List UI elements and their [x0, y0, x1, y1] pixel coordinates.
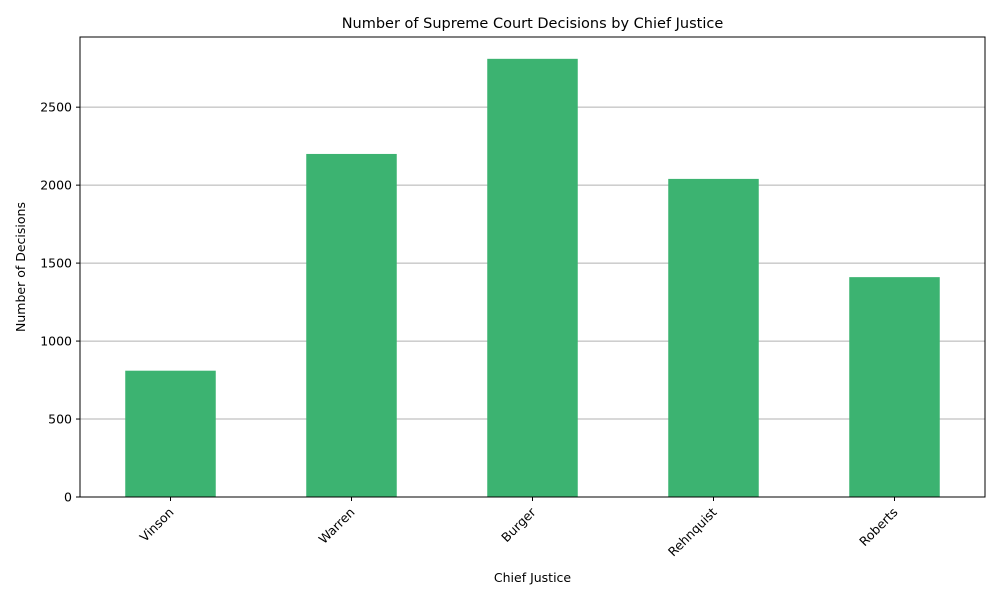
y-tick-label: 0	[64, 490, 72, 505]
x-axis-label: Chief Justice	[494, 570, 572, 585]
x-tick-label: Rehnquist	[665, 504, 720, 559]
bar-rehnquist	[668, 178, 759, 497]
y-tick-label: 500	[48, 412, 72, 427]
x-axis-ticks: Vinson Warren Burger Rehnquist Roberts	[136, 497, 901, 559]
y-axis-ticks: 0 500 1000 1500 2000 2500	[40, 100, 80, 505]
y-tick-label: 1000	[40, 334, 72, 349]
y-tick-label: 2000	[40, 178, 72, 193]
chart-title: Number of Supreme Court Decisions by Chi…	[342, 16, 724, 32]
x-tick-label: Burger	[498, 504, 539, 545]
y-tick-label: 1500	[40, 256, 72, 271]
bar-roberts	[849, 277, 940, 497]
y-axis-label: Number of Decisions	[13, 202, 28, 332]
x-tick-label: Vinson	[136, 505, 176, 545]
bar-vinson	[125, 370, 216, 497]
bars	[125, 58, 940, 498]
x-tick-label: Roberts	[856, 505, 901, 550]
bar-burger	[487, 58, 578, 498]
y-tick-label: 2500	[40, 100, 72, 115]
x-tick-label: Warren	[315, 505, 357, 547]
bar-warren	[306, 153, 397, 497]
